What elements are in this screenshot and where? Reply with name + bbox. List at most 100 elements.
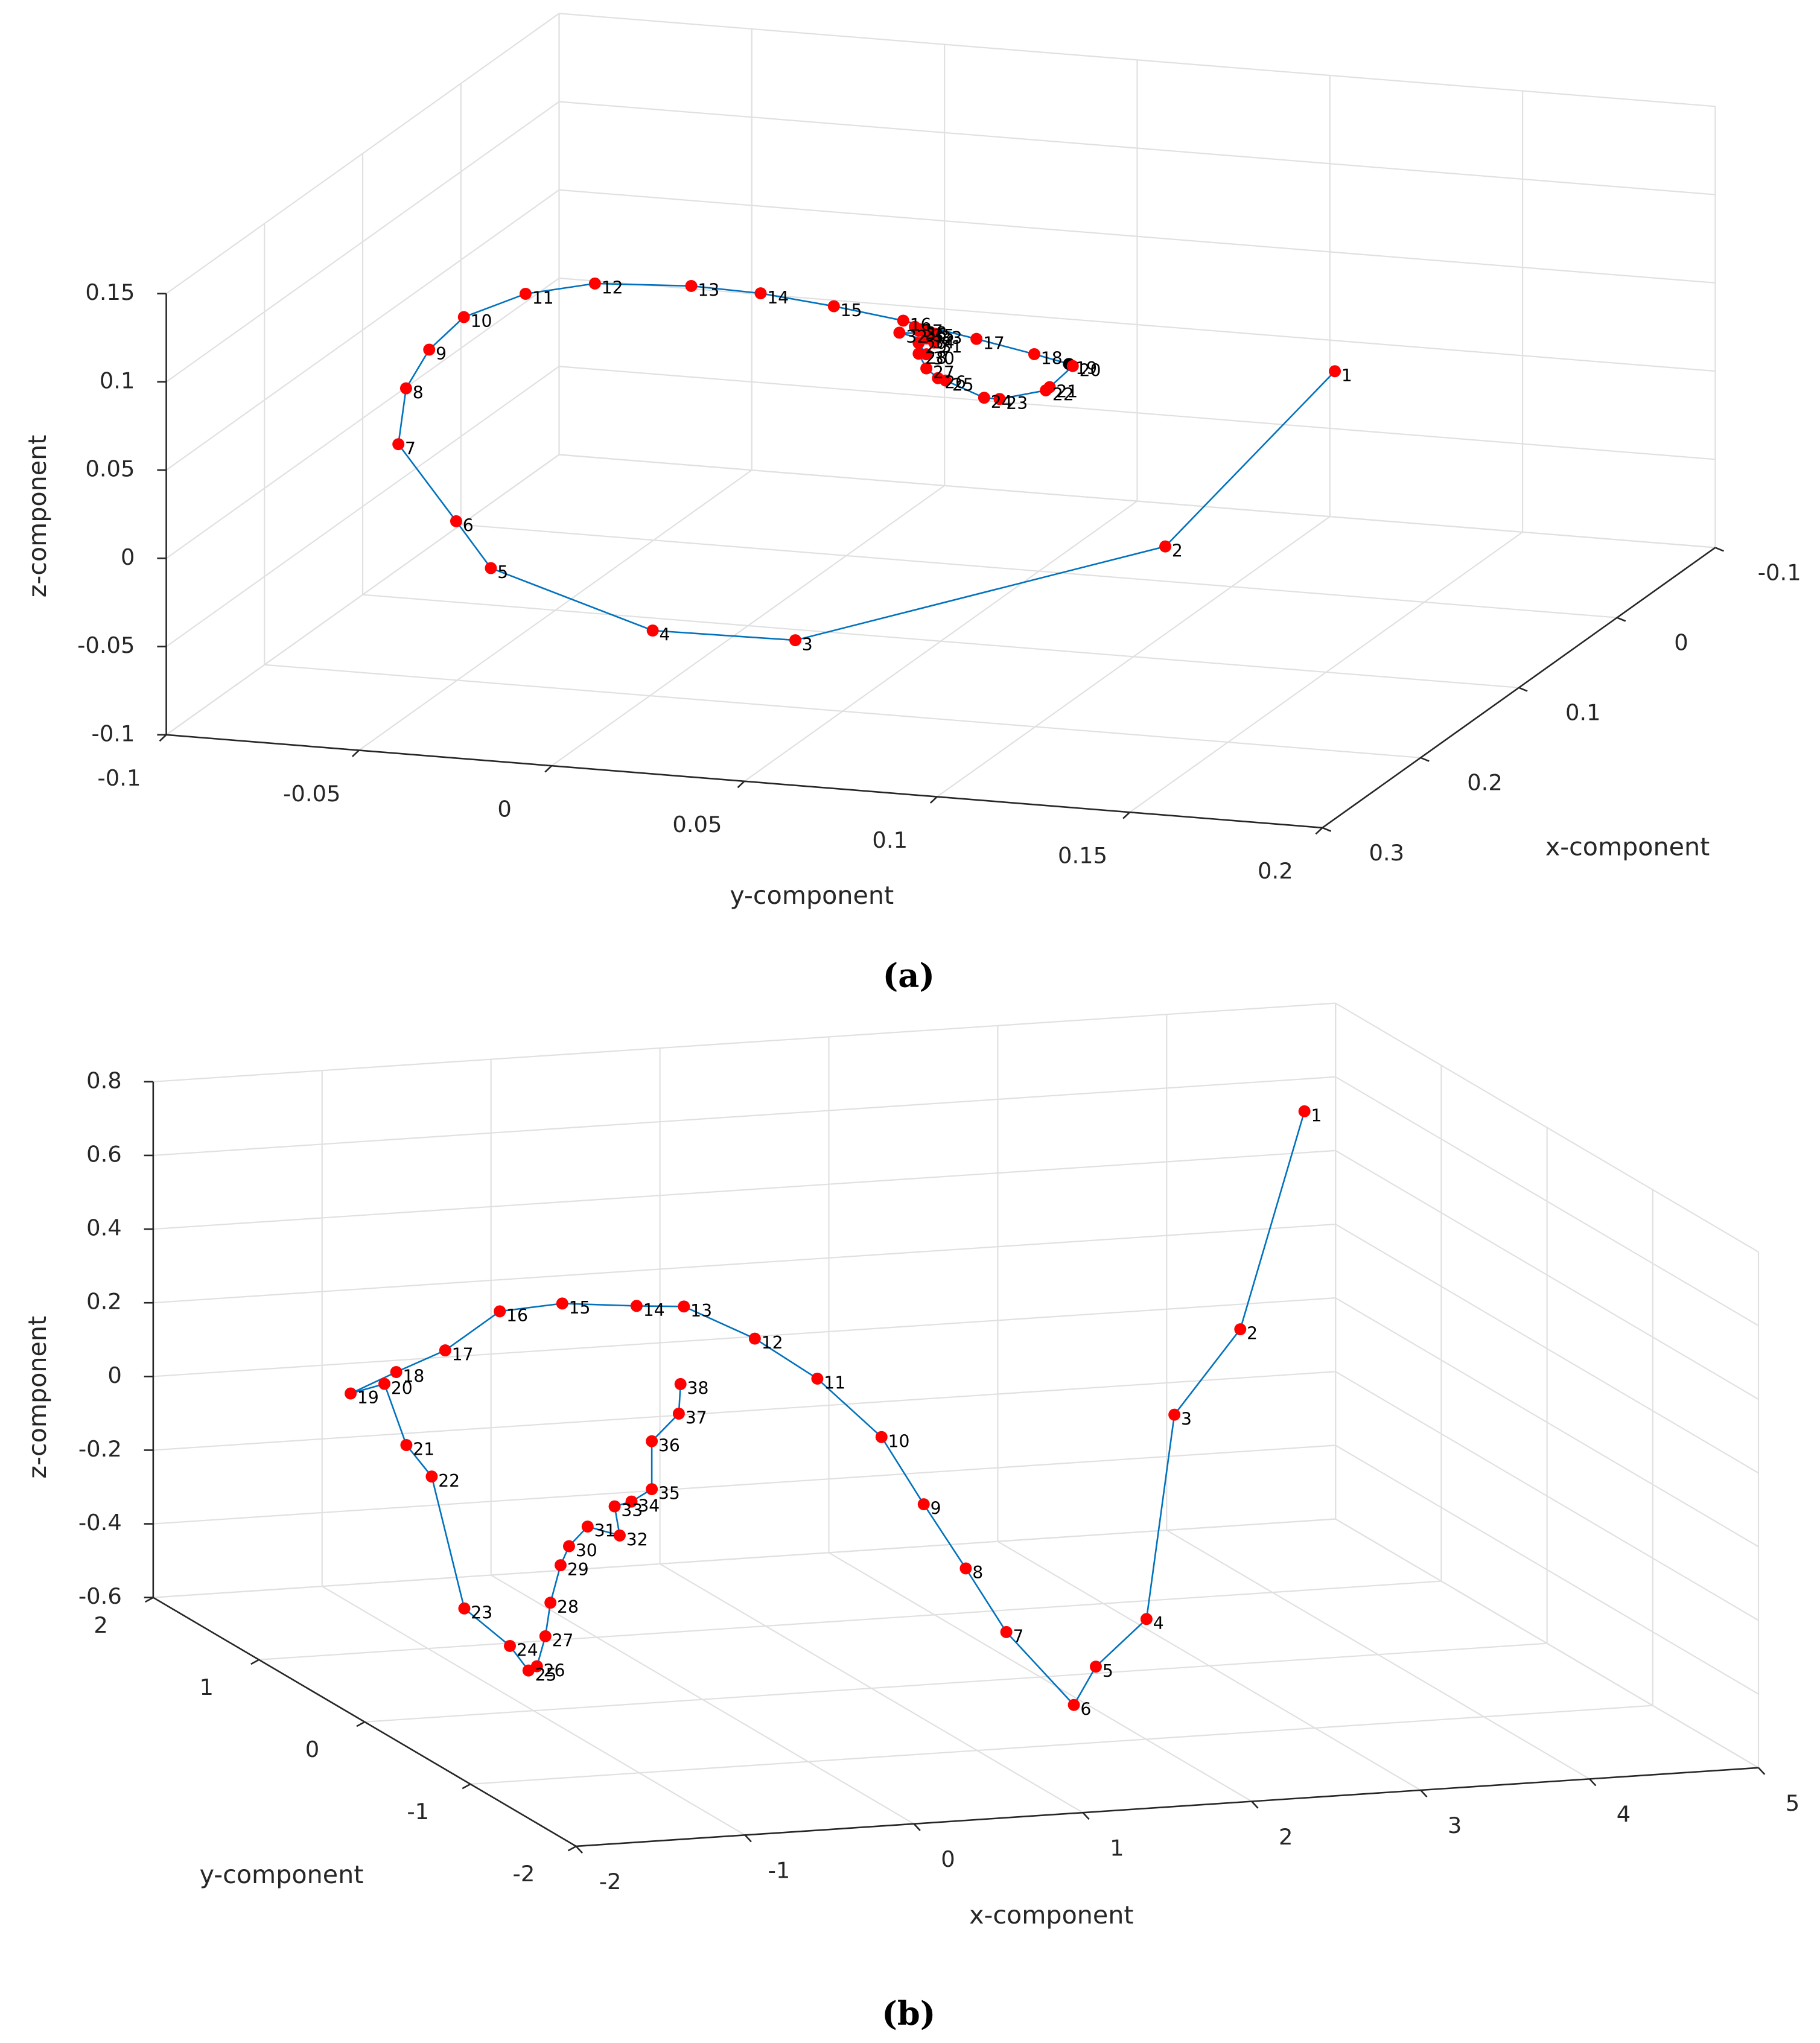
point-label: 5 — [497, 562, 508, 582]
point-marker — [539, 1630, 552, 1642]
point-marker — [613, 1529, 626, 1542]
point-marker — [978, 392, 990, 404]
point-marker — [897, 314, 909, 327]
grid-line — [551, 485, 945, 767]
point-label: 9 — [436, 344, 447, 364]
point-marker — [457, 311, 470, 323]
point-label: 19 — [357, 1388, 379, 1408]
tick-mark — [462, 1783, 471, 1790]
point-marker — [450, 515, 462, 527]
point-marker — [485, 562, 497, 574]
point-label: 2 — [1172, 541, 1183, 561]
y-tick-label: 0.05 — [672, 812, 722, 837]
grid-line — [364, 1642, 1547, 1723]
point-marker — [789, 634, 801, 647]
y-tick-label: 0.15 — [1058, 842, 1107, 868]
z-tick-label: 0 — [107, 1362, 121, 1388]
point-marker — [544, 1597, 557, 1609]
point-label: 17 — [983, 333, 1005, 353]
point-marker — [458, 1602, 471, 1615]
point-marker — [554, 1559, 567, 1572]
point-marker — [390, 1365, 402, 1378]
point-marker — [1066, 360, 1079, 372]
point-marker — [608, 1500, 621, 1513]
point-label: 15 — [569, 1298, 591, 1318]
point-label: 22 — [438, 1471, 460, 1491]
point-label: 37 — [686, 1408, 707, 1428]
y-axis-title: y-component — [200, 1860, 364, 1889]
point-label: 20 — [1080, 360, 1101, 380]
tick-mark — [1251, 1800, 1259, 1809]
tick-mark — [737, 780, 745, 789]
x-tick-label: 0.1 — [1565, 700, 1601, 726]
point-label: 10 — [888, 1431, 910, 1451]
y-tick-label: 1 — [200, 1674, 214, 1700]
point-label: 4 — [660, 625, 670, 645]
grid-line — [153, 1444, 1336, 1525]
point-label: 16 — [506, 1306, 528, 1326]
grid-line — [153, 1223, 1336, 1304]
tick-mark — [544, 765, 553, 773]
tick-mark — [1082, 1812, 1090, 1820]
point-label: 37 — [921, 321, 943, 341]
grid-line — [470, 1705, 1653, 1785]
z-tick-label: 0.8 — [86, 1067, 122, 1093]
point-label: 25 — [952, 375, 974, 395]
point-marker — [827, 300, 840, 313]
point-marker — [754, 287, 767, 300]
grid-line — [153, 1371, 1336, 1451]
tick-mark — [929, 796, 938, 804]
point-marker — [562, 1540, 575, 1552]
grid-line — [153, 1149, 1336, 1230]
point-marker — [581, 1520, 594, 1533]
y-tick-label: 2 — [94, 1612, 107, 1638]
point-label: 15 — [841, 300, 862, 320]
tick-mark — [1420, 757, 1430, 762]
tick-mark — [1315, 827, 1323, 835]
tick-mark — [356, 1721, 365, 1727]
point-label: 8 — [413, 383, 424, 402]
point-label: 38 — [687, 1379, 709, 1399]
point-marker — [1140, 1613, 1153, 1625]
y-axis-title: y-component — [730, 881, 894, 910]
y-tick-label: -2 — [513, 1861, 535, 1887]
z-tick-label: -0.05 — [77, 632, 135, 658]
point-marker — [556, 1297, 568, 1310]
point-marker — [811, 1372, 824, 1385]
grid-line — [165, 101, 560, 383]
y-tick-label: 0 — [305, 1736, 319, 1762]
point-label: 30 — [933, 349, 955, 369]
point-marker — [378, 1377, 391, 1390]
z-tick-label: 0.1 — [100, 367, 135, 393]
point-marker — [1040, 384, 1052, 396]
point-marker — [672, 1407, 685, 1420]
tick-mark — [1617, 617, 1626, 622]
y-tick-label: 0.2 — [1258, 858, 1293, 884]
point-marker — [912, 323, 925, 335]
tick-mark — [1589, 1778, 1597, 1787]
x-tick-label: 5 — [1786, 1790, 1799, 1816]
point-marker — [588, 277, 601, 290]
x-tick-label: 4 — [1617, 1802, 1631, 1828]
grid-line — [153, 1297, 1336, 1377]
point-label: 36 — [658, 1435, 680, 1455]
y-tick-label: -0.05 — [283, 781, 340, 807]
point-marker — [504, 1639, 516, 1652]
tick-mark — [1518, 687, 1528, 692]
grid-line — [165, 13, 560, 294]
point-marker — [392, 438, 405, 451]
point-label: 2 — [1247, 1324, 1258, 1344]
grid-line — [559, 189, 1716, 284]
point-label: 26 — [944, 372, 966, 392]
caption: (a) — [883, 956, 935, 994]
grid-line — [153, 1518, 1336, 1598]
z-tick-label: 0.05 — [85, 456, 135, 482]
point-label: 17 — [452, 1345, 474, 1365]
z-tick-label: -0.2 — [78, 1436, 122, 1462]
point-marker — [893, 326, 906, 339]
x-tick-label: 0.2 — [1467, 770, 1503, 796]
tick-mark — [250, 1659, 259, 1665]
grid-line — [559, 366, 1716, 460]
point-label: 12 — [602, 278, 623, 298]
